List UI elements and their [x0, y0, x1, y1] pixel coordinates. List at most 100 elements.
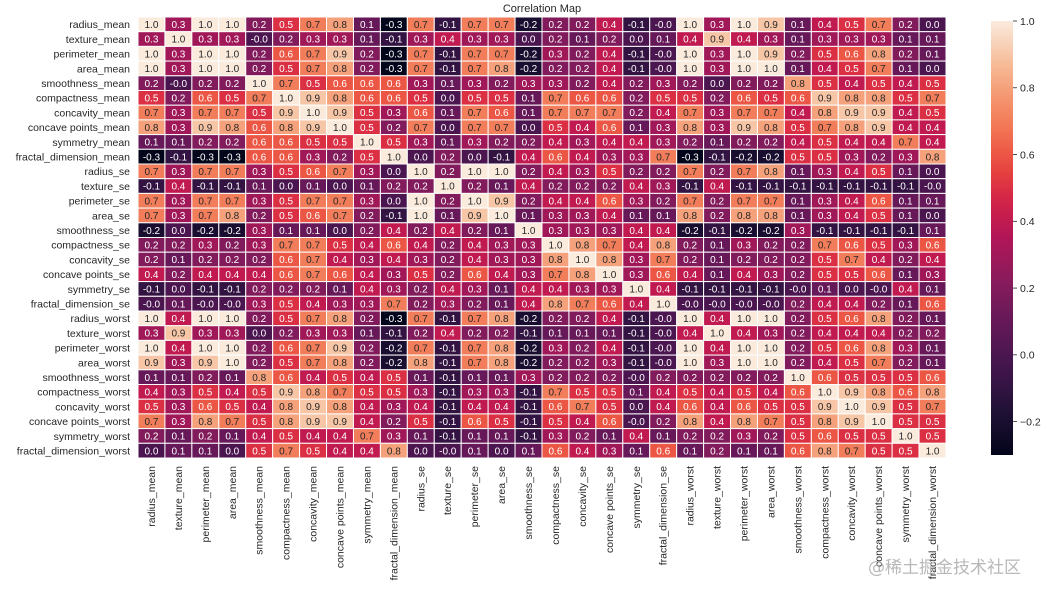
heatmap-cell-value: 0.6	[333, 79, 347, 90]
heatmap-cell-value: 0.1	[899, 211, 913, 222]
heatmap-cell-value: 0.3	[737, 240, 751, 251]
heatmap-cell-value: 0.3	[710, 49, 724, 60]
heatmap-cell-value: 0.1	[495, 285, 509, 296]
heatmap-cell-value: 0.3	[656, 182, 670, 193]
heatmap-cell-value: 1.0	[737, 358, 751, 369]
heatmap-cell-value: 0.7	[602, 240, 616, 251]
heatmap-cell-value: 0.5	[926, 417, 940, 428]
heatmap-cell-value: 0.2	[360, 358, 374, 369]
heatmap-cell-value: -0.1	[762, 182, 780, 193]
heatmap-cell-value: 0.1	[818, 285, 832, 296]
heatmap-cell-value: 0.3	[549, 79, 563, 90]
heatmap-cell-value: 0.0	[171, 285, 185, 296]
heatmap-cell-value: 0.5	[225, 93, 239, 104]
heatmap-cell-value: 0.9	[306, 93, 320, 104]
heatmap-cell-value: 0.3	[252, 226, 266, 237]
heatmap-cell-value: -0.0	[762, 299, 780, 310]
heatmap-cell-value: 0.7	[764, 417, 778, 428]
heatmap-cell-value: 0.2	[441, 240, 455, 251]
heatmap-cell-value: 1.0	[145, 20, 159, 31]
heatmap-cell-value: 0.7	[198, 167, 212, 178]
heatmap-cell-value: 0.1	[252, 182, 266, 193]
heatmap-cell-value: 0.8	[818, 417, 832, 428]
heatmap-cell-value: 0.2	[414, 329, 428, 340]
heatmap-cell-value: 0.7	[683, 108, 697, 119]
heatmap-cell-value: 0.1	[899, 270, 913, 281]
heatmap-cell-value: 0.3	[656, 138, 670, 149]
heatmap-cell-value: 0.2	[198, 373, 212, 384]
heatmap-cell-value: -0.1	[628, 358, 646, 369]
heatmap-cell-value: 0.6	[656, 446, 670, 457]
heatmap-cell-value: 0.2	[360, 64, 374, 75]
heatmap-cell-value: 0.7	[414, 20, 428, 31]
watermark: @稀土掘金技术社区	[868, 558, 1021, 578]
heatmap-cell-value: -0.1	[682, 285, 700, 296]
heatmap-cell-value: 0.2	[764, 138, 778, 149]
heatmap-cell-value: 0.3	[575, 138, 589, 149]
heatmap-cell-value: -0.2	[735, 226, 753, 237]
heatmap-cell-value: 0.2	[171, 240, 185, 251]
heatmap-cell-value: -0.0	[224, 299, 242, 310]
heatmap-cell-value: 0.9	[198, 123, 212, 134]
heatmap-cell-value: 0.7	[737, 167, 751, 178]
heatmap-cell-value: 0.4	[575, 417, 589, 428]
heatmap-cell-value: 1.0	[737, 49, 751, 60]
heatmap-cell-value: 0.6	[279, 255, 293, 266]
heatmap-cell-value: 0.6	[549, 446, 563, 457]
heatmap-cell-value: 0.3	[656, 123, 670, 134]
heatmap-cell-value: 0.8	[495, 64, 509, 75]
heatmap-cell-value: 0.3	[495, 35, 509, 46]
heatmap-cell-value: 0.4	[360, 373, 374, 384]
y-tick-label: concavity_worst	[55, 401, 130, 413]
heatmap-cell-value: 0.3	[468, 35, 482, 46]
heatmap-cell-value: 0.2	[629, 108, 643, 119]
heatmap-cell-value: 0.9	[710, 35, 724, 46]
heatmap-cell-value: 0.2	[414, 285, 428, 296]
heatmap-cell-value: 0.1	[629, 446, 643, 457]
heatmap-cell-value: 0.9	[198, 358, 212, 369]
heatmap-cell-value: 0.2	[629, 79, 643, 90]
y-tick-label: perimeter_mean	[54, 49, 131, 61]
heatmap-cell-value: 1.0	[468, 196, 482, 207]
x-tick-label: perimeter_se	[469, 466, 481, 527]
heatmap-cell-value: 0.7	[575, 108, 589, 119]
heatmap-cell-value: -0.0	[439, 446, 457, 457]
heatmap-cell-value: 0.8	[818, 446, 832, 457]
heatmap-cell-value: 0.7	[818, 123, 832, 134]
heatmap-cell-value: -0.1	[439, 373, 457, 384]
x-tick-label: concavity_worst	[846, 466, 858, 541]
heatmap-cell-value: 0.4	[441, 35, 455, 46]
heatmap-cell-value: 1.0	[468, 167, 482, 178]
heatmap-cell-value: 0.1	[522, 93, 536, 104]
heatmap-cell-value: 0.3	[360, 167, 374, 178]
heatmap-cell-value: 0.7	[737, 196, 751, 207]
heatmap-cell-value: 0.4	[252, 270, 266, 281]
heatmap-cell-value: 0.8	[764, 211, 778, 222]
heatmap-cell-value: -0.2	[520, 20, 538, 31]
heatmap-cell-value: 0.8	[764, 167, 778, 178]
heatmap-cell-value: 0.5	[656, 93, 670, 104]
heatmap-cell-value: 1.0	[602, 270, 616, 281]
heatmap-cell-value: 0.3	[845, 152, 859, 163]
heatmap-cell-value: 0.7	[279, 79, 293, 90]
heatmap-cell-value: 0.4	[656, 226, 670, 237]
heatmap-cell-value: 1.0	[360, 138, 374, 149]
heatmap-cell-value: 0.7	[683, 196, 697, 207]
heatmap-cell-value: 0.1	[899, 64, 913, 75]
heatmap-cell-value: 0.2	[764, 255, 778, 266]
y-tick-label: area_mean	[77, 63, 130, 75]
heatmap-cell-value: 0.2	[441, 152, 455, 163]
x-tick-label: texture_se	[442, 466, 454, 515]
heatmap-cell-value: -0.0	[870, 285, 888, 296]
heatmap-cell-value: 1.0	[441, 182, 455, 193]
heatmap-cell-value: 0.2	[629, 167, 643, 178]
heatmap-cell-value: 0.8	[387, 446, 401, 457]
heatmap-cell-value: 0.7	[549, 270, 563, 281]
heatmap-cell-value: 0.4	[602, 138, 616, 149]
heatmap-cell-value: 0.8	[225, 123, 239, 134]
heatmap-cell-value: -0.1	[385, 329, 403, 340]
heatmap-cell-value: 0.3	[360, 255, 374, 266]
heatmap-cell-value: 0.5	[791, 152, 805, 163]
heatmap-cell-value: 0.4	[414, 240, 428, 251]
heatmap-cell-value: 0.6	[602, 417, 616, 428]
